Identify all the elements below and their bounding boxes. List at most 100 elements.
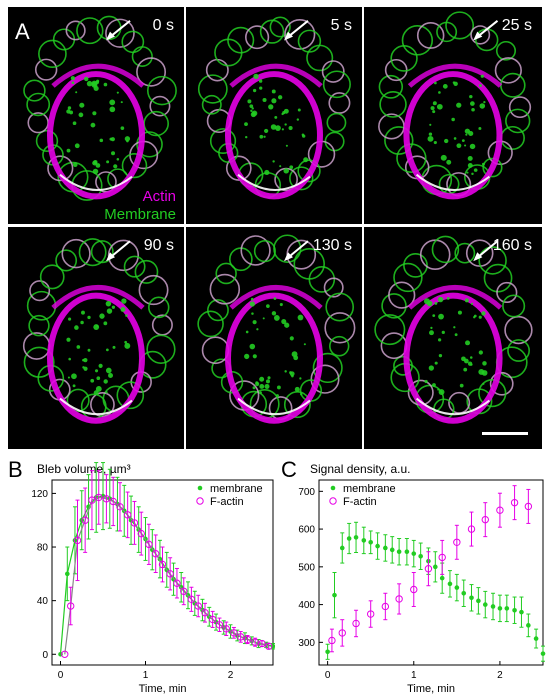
membrane-puncta [126, 139, 129, 143]
bleb-outline [215, 262, 237, 285]
membrane-puncta [438, 313, 444, 320]
bleb-outline [322, 70, 351, 99]
factin-point [208, 615, 217, 624]
membrane-puncta [249, 301, 255, 307]
chart-c-title: Signal density, a.u. [310, 462, 411, 476]
x-axis-label: Time, min [407, 683, 455, 695]
error-bar [469, 511, 474, 547]
panel-letter-a: A [15, 19, 30, 44]
time-label: 90 s [143, 237, 174, 254]
factin-point [187, 595, 196, 604]
error-bar [89, 470, 94, 531]
membrane-point [72, 538, 78, 543]
membrane-puncta [276, 385, 281, 390]
membrane-puncta [103, 379, 108, 384]
membrane-puncta [96, 376, 101, 381]
error-bar [426, 551, 431, 587]
arrow-icon [106, 20, 131, 41]
bleb-outline [23, 346, 55, 378]
error-bar [411, 572, 416, 607]
chart-b-title: Bleb volume, µm³ [37, 462, 131, 476]
membrane-puncta [426, 300, 433, 307]
membrane-puncta [92, 160, 98, 166]
membrane-puncta [105, 348, 109, 352]
membrane-puncta [430, 106, 435, 111]
membrane-puncta [83, 358, 88, 363]
bleb-outline [324, 312, 356, 344]
micrograph-frame-3: 25 s [364, 7, 542, 224]
membrane-puncta [256, 328, 259, 331]
chart-signal-density: 0 1 2 300 400 500 600 700 Time, min membraneF-act… [298, 479, 546, 695]
micrograph-frame-5: 130 s [186, 227, 362, 449]
factin-point [467, 525, 476, 533]
membrane-puncta [470, 101, 475, 106]
membrane-puncta [469, 94, 473, 99]
bleb-outline [470, 25, 491, 45]
arrow-icon [284, 240, 309, 262]
bleb-outline [297, 159, 321, 183]
membrane-puncta [481, 311, 486, 316]
membrane-puncta [82, 366, 85, 369]
membrane-puncta [271, 89, 276, 94]
membrane-puncta [434, 361, 438, 365]
factin-point [215, 621, 224, 629]
factin-point [67, 602, 75, 610]
factin-point [424, 565, 433, 573]
membrane-puncta [429, 330, 434, 336]
actin-cap [51, 63, 145, 88]
membrane-puncta [283, 168, 289, 174]
factin-point [61, 650, 69, 658]
bleb-outline [65, 20, 86, 41]
error-bar [340, 619, 345, 647]
factin-point [237, 633, 245, 641]
membrane-puncta [250, 297, 254, 301]
membrane-channel-label: Membrane [104, 206, 176, 223]
factin-point [230, 629, 238, 637]
error-bar [83, 487, 88, 553]
membrane-puncta [469, 143, 476, 150]
bleb-outline [245, 25, 270, 50]
error-bar [210, 610, 215, 628]
membrane-point [533, 636, 539, 641]
membrane-puncta [95, 385, 102, 392]
bleb-outline [209, 128, 237, 154]
membrane-puncta [111, 151, 116, 156]
membrane-puncta [473, 314, 477, 318]
membrane-puncta [247, 99, 252, 104]
x-tick-label: 2 [228, 670, 234, 681]
membrane-puncta [424, 379, 428, 384]
bleb-outline [403, 252, 428, 278]
membrane-puncta [275, 394, 279, 398]
membrane-puncta [438, 91, 441, 94]
membrane-puncta [482, 382, 485, 385]
membrane-puncta [124, 136, 131, 142]
error-bar [253, 637, 258, 647]
membrane-puncta [259, 383, 265, 389]
error-bar [111, 476, 116, 527]
membrane-puncta [299, 393, 303, 396]
bleb-outline [205, 58, 229, 82]
membrane-puncta [281, 318, 287, 325]
error-bar [354, 609, 359, 638]
membrane-puncta [428, 365, 435, 371]
bleb-outline [393, 355, 413, 376]
legend-factin-marker [196, 497, 204, 505]
membrane-puncta [452, 81, 456, 84]
membrane-puncta [437, 296, 444, 303]
y-tick-label: 500 [298, 562, 315, 573]
membrane-puncta [80, 320, 84, 325]
bleb-outline [289, 166, 314, 191]
membrane-puncta [251, 107, 254, 110]
error-bar [224, 621, 229, 637]
bleb-outline [47, 155, 74, 182]
membrane-puncta [289, 165, 294, 170]
membrane-puncta [250, 109, 253, 112]
factin-point [137, 529, 145, 538]
membrane-puncta [480, 74, 484, 78]
membrane-puncta [467, 163, 473, 168]
membrane-puncta [432, 110, 436, 114]
bleb-outline [121, 30, 145, 54]
membrane-puncta [103, 82, 108, 87]
factin-point [510, 498, 519, 507]
membrane-puncta [124, 340, 127, 344]
